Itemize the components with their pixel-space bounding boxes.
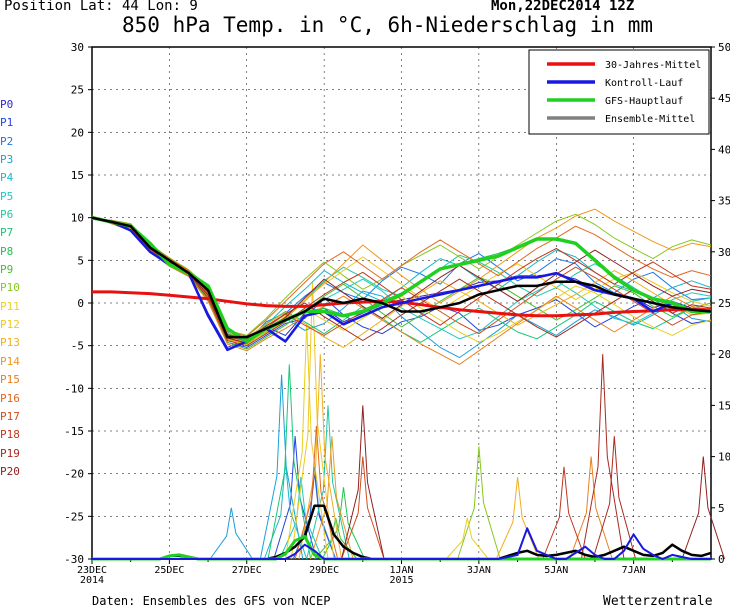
run-date: Mon,22DEC2014 12Z	[491, 0, 635, 14]
temp-member-p20	[91, 217, 712, 344]
member-list: P0 P1 P2 P3 P4 P5 P6 P7 P8 P9 P10 P11 P12 P13 P14 P15 P1…	[0, 96, 20, 481]
member-label-p9: P9	[0, 263, 14, 277]
y-tick-label-left: -15	[64, 425, 84, 438]
member-label-p14: P14	[0, 354, 20, 368]
member-label-p3: P3	[0, 153, 14, 167]
member-label-p7: P7	[0, 226, 14, 240]
member-label-p4: P4	[0, 171, 14, 185]
temp-ensemble-mean	[91, 216, 712, 339]
member-label-p13: P13	[0, 336, 20, 350]
temp-member-p18	[91, 216, 712, 347]
legend-label: Kontroll-Lauf	[605, 78, 683, 89]
y-tick-label-right: 45	[718, 92, 730, 105]
y-tick-label-right: 5	[718, 502, 725, 515]
legend-label: GFS-Hauptlauf	[605, 96, 683, 107]
y-tick-label-left: 20	[71, 126, 84, 139]
precip-spike-p20	[341, 405, 385, 560]
position-label: Position Lat: 44 Lon: 9	[4, 0, 198, 14]
y-tick-label-left: -25	[64, 510, 84, 523]
y-tick-label-left: -10	[64, 382, 84, 395]
x-tick-label: 23DEC	[77, 565, 107, 576]
member-label-p16: P16	[0, 391, 20, 405]
x-tick-year: 2014	[80, 575, 104, 586]
x-tick-label: 27DEC	[232, 565, 262, 576]
precip-spike-p19	[580, 354, 625, 560]
temp-control	[91, 216, 711, 352]
y-tick-label-right: 0	[718, 553, 725, 566]
precip-spike-p19	[592, 436, 637, 560]
x-tick-label: 29DEC	[309, 565, 339, 576]
precip-spike-p3	[259, 374, 304, 560]
y-tick-label-left: 30	[71, 41, 84, 54]
member-label-p8: P8	[0, 244, 14, 258]
precip-spike-p15	[569, 456, 613, 560]
x-tick-label: 3JAN	[467, 565, 491, 576]
x-tick-label: 25DEC	[154, 565, 184, 576]
y-tick-label-right: 30	[718, 246, 730, 259]
y-tick-label-right: 40	[718, 143, 730, 156]
precip-spike-p6	[306, 405, 350, 560]
precip-spike-p14	[310, 436, 354, 560]
precip-spike-p3	[209, 507, 254, 560]
y-tick-label-left: -5	[71, 340, 84, 353]
y-tick-label-left: -20	[64, 468, 84, 481]
precip-spike-p8	[321, 487, 366, 560]
precip-spike-p17	[341, 456, 385, 560]
x-tick-label: 1JAN	[389, 565, 413, 576]
y-tick-label-left: 25	[71, 84, 84, 97]
member-label-p2: P2	[0, 134, 14, 148]
precip-spike-p5	[279, 477, 323, 560]
y-tick-label-right: 50	[718, 41, 730, 54]
member-label-p11: P11	[0, 299, 20, 313]
member-label-p12: P12	[0, 318, 20, 332]
precip-spike-p13	[298, 354, 342, 560]
chart-title: 850 hPa Temp. in °C, 6h-Niederschlag in …	[122, 13, 654, 37]
member-label-p1: P1	[0, 116, 14, 130]
y-tick-label-left: -30	[64, 553, 84, 566]
member-label-p18: P18	[0, 428, 20, 442]
member-label-p20: P20	[0, 464, 20, 478]
member-label-p10: P10	[0, 281, 20, 295]
y-tick-label-right: 10	[718, 451, 730, 464]
y-tick-label-right: 25	[718, 297, 730, 310]
member-label-p5: P5	[0, 189, 14, 203]
precip-spike-p20	[681, 456, 725, 560]
temp-member-p9	[91, 215, 712, 350]
legend-label: Ensemble-Mittel	[605, 114, 695, 125]
member-label-p17: P17	[0, 409, 20, 423]
legend-label: 30-Jahres-Mittel	[605, 60, 701, 71]
y-tick-label-left: 10	[71, 212, 84, 225]
y-tick-label-right: 20	[718, 348, 730, 361]
precip-control	[92, 527, 711, 560]
precip-spike-p18	[542, 466, 586, 560]
data-source: Daten: Ensembles des GFS von NCEP	[92, 594, 331, 608]
x-tick-label: 5JAN	[544, 565, 568, 576]
member-label-p15: P15	[0, 373, 20, 387]
x-tick-year: 2015	[389, 575, 413, 586]
y-tick-label-right: 35	[718, 195, 730, 208]
y-tick-label-left: 15	[71, 169, 84, 182]
y-tick-label-right: 15	[718, 399, 730, 412]
member-label-p19: P19	[0, 446, 20, 460]
x-tick-label: 7JAN	[622, 565, 646, 576]
precip-spike-p11	[445, 517, 489, 560]
member-label-p6: P6	[0, 208, 14, 222]
brand-label: Wetterzentrale	[603, 594, 713, 609]
y-tick-label-left: 0	[77, 297, 84, 310]
y-tick-label-left: 5	[77, 254, 84, 267]
member-label-p0: P0	[0, 98, 14, 111]
